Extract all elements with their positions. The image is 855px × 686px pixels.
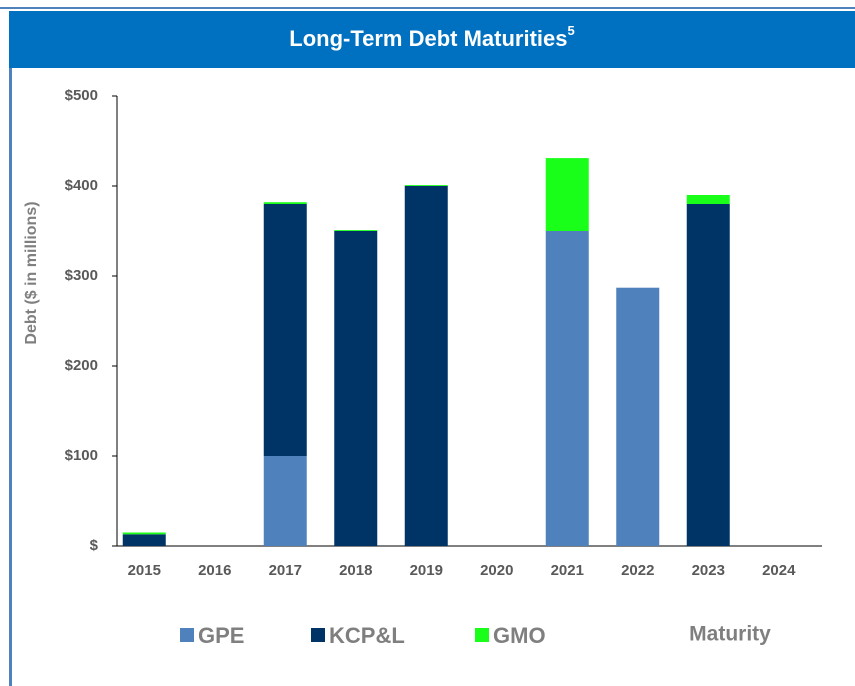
y-axis-label: Debt ($ in millions) [23,201,40,344]
legend-swatch [311,628,325,642]
x-axis-label: Maturity [689,623,771,646]
bar-segment [122,532,166,535]
x-tick-label: 2018 [339,562,372,579]
y-tick-label: $100 [65,447,98,464]
x-tick-label: 2016 [198,562,231,579]
y-tick-label: $200 [65,357,98,374]
y-tick-label: $300 [65,267,98,284]
legend-swatch [475,628,489,642]
bar-segment [263,202,307,204]
x-tick-label: 2017 [269,562,302,579]
x-tick-label: 2021 [551,562,584,579]
bar-segment [545,231,589,546]
chart-title: Long-Term Debt Maturities5 [289,23,575,50]
bar-segment [122,534,166,546]
x-tick-label: 2015 [128,562,161,579]
legend-label: GMO [493,623,546,648]
bar-segment [334,230,378,231]
title-text: Long-Term Debt Maturities [289,26,567,51]
x-tick-label: 2024 [762,562,796,579]
top-border [0,7,855,9]
legend-swatch [180,628,194,642]
y-tick-label: $ [90,537,99,554]
legend-label: KCP&L [329,623,405,648]
bar-segment [545,158,589,231]
bar-segment [334,231,378,546]
x-tick-label: 2019 [410,562,443,579]
title-footnote: 5 [568,23,575,38]
left-border [9,68,12,686]
y-tick-label: $500 [65,87,98,104]
header-bar [9,11,855,68]
bar-segment [263,456,307,546]
bar-segment [686,195,730,204]
x-tick-label: 2022 [621,562,654,579]
legend-label: GPE [198,623,244,648]
bar-segment [616,287,660,546]
bar-segment [404,185,448,186]
bar-segment [263,204,307,456]
x-tick-label: 2023 [692,562,725,579]
y-tick-label: $400 [65,177,98,194]
bar-segment [686,204,730,546]
bar-segment [404,186,448,546]
x-tick-label: 2020 [480,562,513,579]
